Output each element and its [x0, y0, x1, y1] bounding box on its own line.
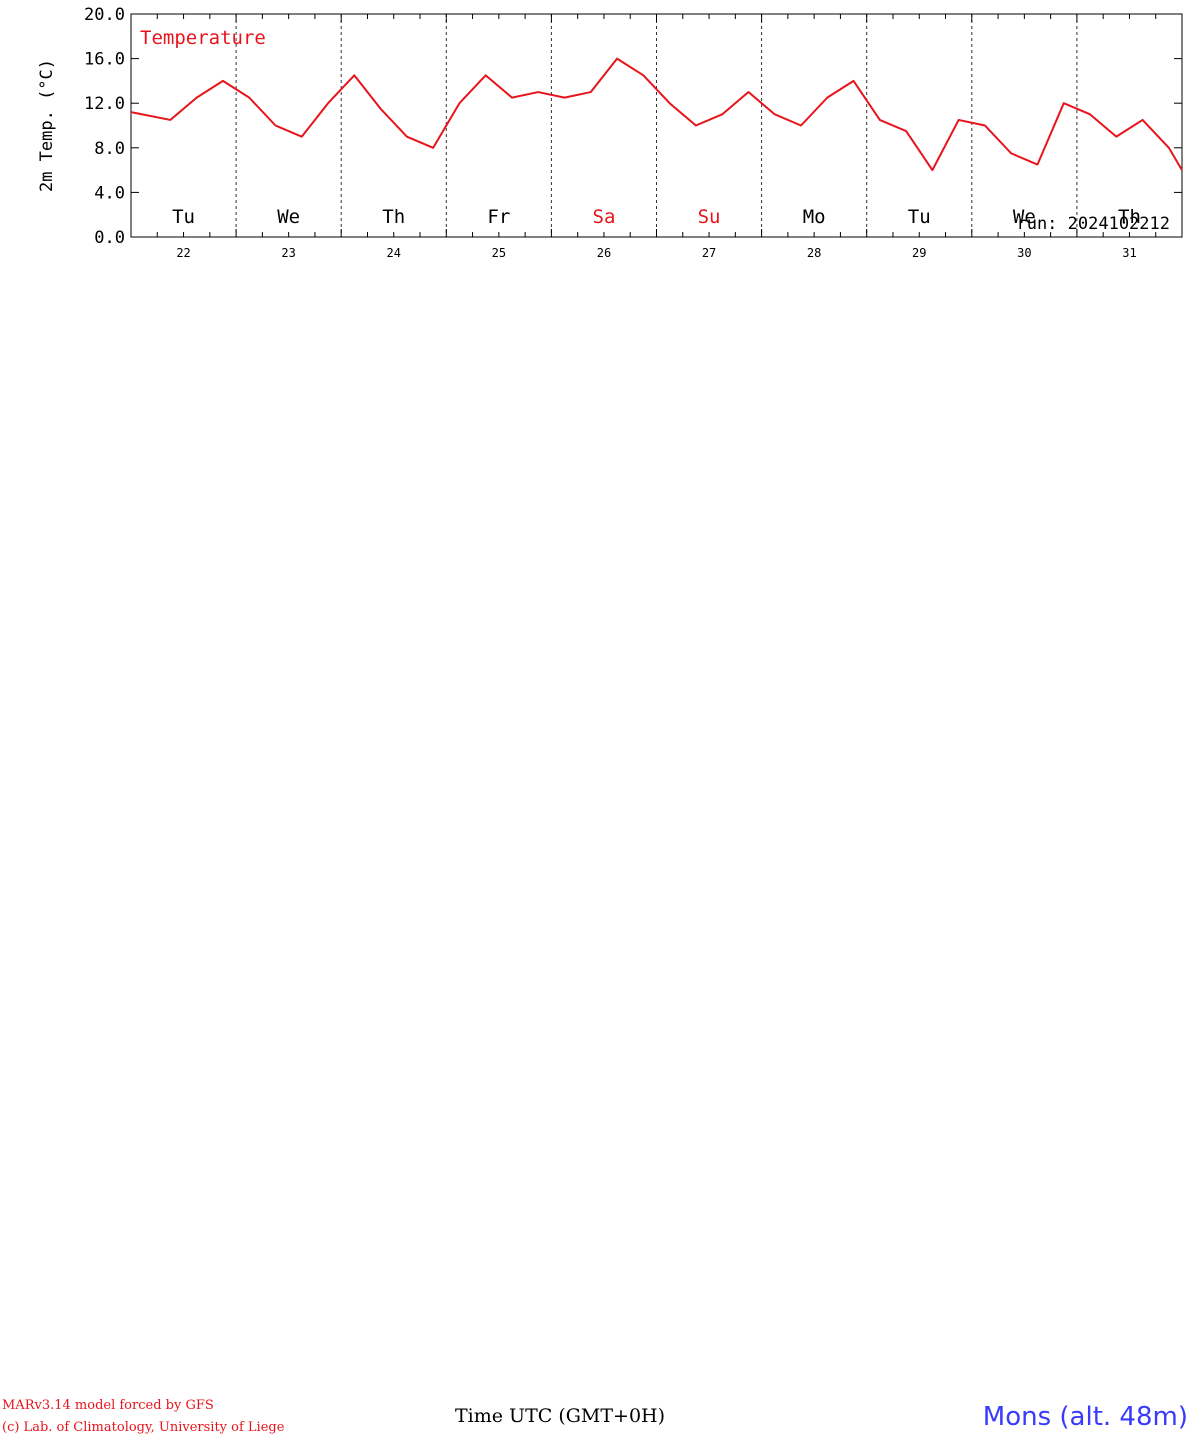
x-axis-title: Time UTC (GMT+0H): [455, 1405, 666, 1427]
day-number-label: 27: [702, 246, 716, 260]
weekday-label: Tu: [908, 206, 931, 228]
y-tick-label: 16.0: [84, 50, 125, 70]
y-tick-label: 12.0: [84, 94, 125, 114]
day-number-label: 29: [912, 246, 926, 260]
day-number-label: 24: [387, 246, 401, 260]
weekday-label: Tu: [172, 206, 195, 228]
run-label: run: 2024102212: [1016, 214, 1170, 234]
day-number-label: 31: [1122, 246, 1136, 260]
day-number-label: 30: [1017, 246, 1031, 260]
series-line-temperature: [130, 57, 1183, 172]
y-tick-label: 20.0: [84, 5, 125, 25]
weekday-label: Fr: [487, 206, 510, 228]
weekday-label: Th: [382, 206, 405, 228]
day-number-label: 23: [281, 246, 295, 260]
credit-line-lab: (c) Lab. of Climatology, University of L…: [2, 1420, 285, 1435]
weekday-label: Sa: [593, 206, 616, 228]
y-tick-label: 8.0: [94, 139, 125, 159]
y-tick-label: 4.0: [94, 183, 125, 203]
legend-entry: Temperature: [140, 27, 266, 49]
day-number-label: 28: [807, 246, 821, 260]
weekday-label: We: [277, 206, 300, 228]
y-axis-label: 2m Temp. (°C): [37, 59, 57, 192]
y-tick-label: 0.0: [94, 228, 125, 248]
panel-0-frame: [130, 13, 1183, 238]
credit-line-model: MARv3.14 model forced by GFS: [2, 1398, 214, 1413]
day-number-label: 26: [597, 246, 611, 260]
day-number-label: 22: [176, 246, 190, 260]
weekday-label: Mo: [803, 206, 826, 228]
day-number-label: 25: [492, 246, 506, 260]
weekday-label: Th: [1118, 206, 1141, 228]
weekday-label: Su: [698, 206, 721, 228]
station-label: Mons (alt. 48m): [982, 1402, 1188, 1432]
weekday-label: We: [1013, 206, 1036, 228]
